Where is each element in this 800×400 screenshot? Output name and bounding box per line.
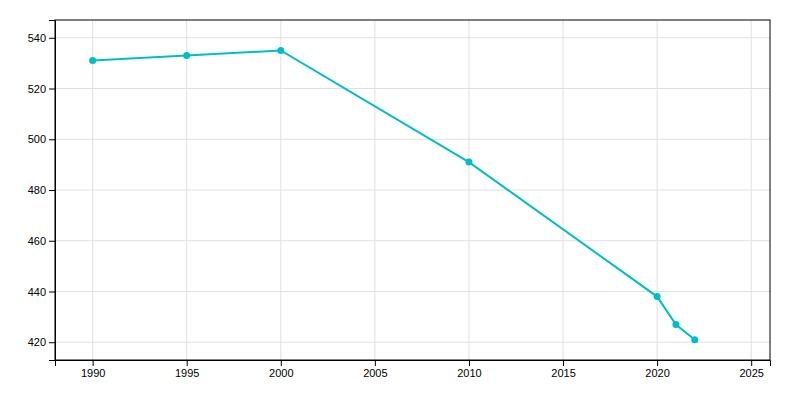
x-tick: 2005 [363,360,387,379]
chart: 1990 1995 2000 2005 2010 2015 2020 2025 420 440 46… [0,0,800,400]
point [89,57,96,64]
y-tick-mark [49,139,55,140]
x-tick-mark [469,360,470,366]
line [93,50,695,339]
grid-line-y [55,240,770,241]
y-tick: 420 [28,336,55,348]
x-tick-label: 1990 [81,367,105,379]
x-tick-mark [187,360,188,366]
x-tick-mark [93,360,94,366]
x-tick-label: 2010 [457,367,481,379]
grid-line-y [55,139,770,140]
x-tick-mark [657,360,658,366]
x-tick-mark [563,360,564,366]
x-tick-mark [751,360,752,366]
grid-line-y [55,37,770,38]
x-tick: 2015 [551,360,575,379]
x-axis-line [56,361,771,367]
y-tick-label: 440 [28,286,46,298]
y-tick-mark [49,291,55,292]
y-tick: 540 [28,32,55,44]
y-tick-mark [49,89,55,90]
point [672,321,679,328]
y-tick: 460 [28,235,55,247]
y-tick: 500 [28,133,55,145]
grid-line-y [55,342,770,343]
y-tick: 520 [28,83,55,95]
point [277,47,284,54]
point [183,52,190,59]
marks [89,47,698,343]
grid-line-y [55,88,770,89]
y-tick-label: 480 [28,184,46,196]
y-tick-label: 500 [28,133,46,145]
y-tick: 480 [28,184,55,196]
y-tick-label: 540 [28,32,46,44]
x-tick: 2025 [739,360,763,379]
x-tick-label: 1995 [175,367,199,379]
x-axis: 1990 1995 2000 2005 2010 2015 2020 2025 [56,360,771,379]
x-tick-label: 2025 [739,367,763,379]
y-tick-label: 420 [28,336,46,348]
x-tick: 2000 [269,360,293,379]
y-tick-mark [49,190,55,191]
x-tick-label: 2020 [645,367,669,379]
x-tick: 1995 [175,360,199,379]
y-tick-mark [49,38,55,39]
plot-frame [55,20,770,360]
point [465,159,472,166]
x-tick: 2020 [645,360,669,379]
x-tick: 1990 [81,360,105,379]
grid-line-y [55,291,770,292]
x-tick-label: 2005 [363,367,387,379]
x-tick: 2010 [457,360,481,379]
y-axis: 420 440 460 480 500 520 540 [28,21,56,361]
point [654,293,661,300]
y-tick: 440 [28,286,55,298]
grid-line-y [55,190,770,191]
y-tick-label: 460 [28,235,46,247]
plot: 1990 1995 2000 2005 2010 2015 2020 2025 420 440 46… [28,20,771,379]
x-tick-label: 2000 [269,367,293,379]
x-tick-label: 2015 [551,367,575,379]
x-tick-mark [281,360,282,366]
y-tick-mark [49,241,55,242]
point [691,336,698,343]
x-tick-mark [375,360,376,366]
grid [55,20,770,360]
y-tick-label: 520 [28,83,46,95]
y-tick-mark [49,342,55,343]
